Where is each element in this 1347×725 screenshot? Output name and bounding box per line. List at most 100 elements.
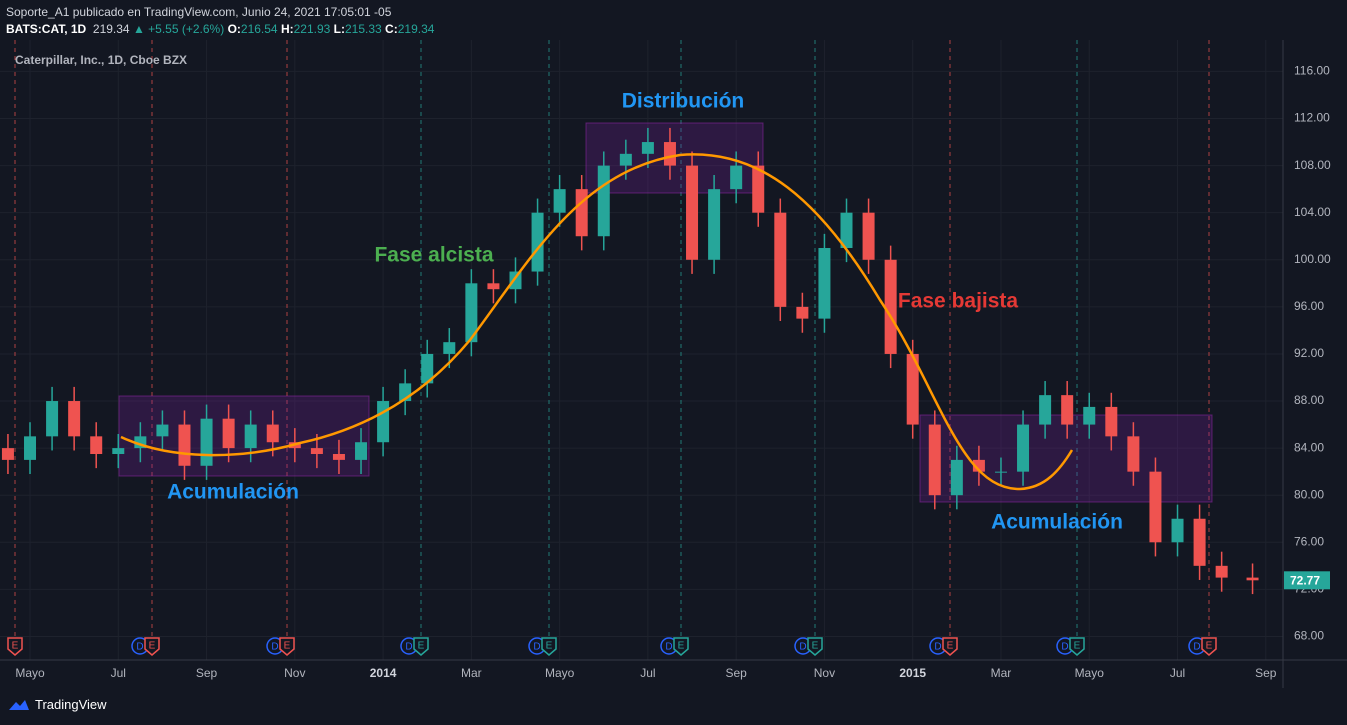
- o-label: O:: [227, 22, 241, 36]
- y-tick-label: 92.00: [1294, 346, 1324, 360]
- earnings-icon: [279, 637, 295, 656]
- earnings-icon: [1069, 637, 1085, 656]
- y-tick-label: 80.00: [1294, 487, 1324, 501]
- earnings-letter: E: [1074, 641, 1081, 652]
- annotation: Fase bajista: [898, 290, 1019, 313]
- annotation: Acumulación: [167, 481, 299, 504]
- earnings-icon: [7, 637, 23, 656]
- candle-body: [994, 471, 1007, 473]
- trend-curve: [120, 153, 1074, 491]
- x-tick-label: Mar: [991, 666, 1012, 680]
- candle-body: [1193, 518, 1206, 566]
- y-tick-label: 88.00: [1294, 393, 1324, 407]
- y-tick-label: 108.00: [1294, 158, 1331, 172]
- plot-bg: [0, 40, 1283, 660]
- x-tick-label: Mayo: [15, 666, 45, 680]
- candle-body: [752, 165, 765, 213]
- candle-body: [509, 271, 522, 290]
- candle-body: [443, 342, 456, 354]
- candle-body: [1061, 395, 1074, 425]
- dividend-letter: D: [533, 642, 540, 653]
- dividend-letter: D: [1061, 642, 1068, 653]
- last-price-tag: [1284, 571, 1330, 590]
- earnings-letter: E: [1206, 641, 1213, 652]
- y-tick-label: 100.00: [1294, 252, 1331, 266]
- annotation: Fase alcista: [374, 244, 493, 267]
- quote-line: BATS:CAT, 1D 219.34 ▲ +5.55 (+2.6%) O:21…: [6, 21, 434, 38]
- candle-body: [531, 212, 544, 272]
- last-price-label: 72.77: [1290, 573, 1320, 587]
- y-tick-label: 104.00: [1294, 205, 1331, 219]
- candle-body: [774, 212, 787, 307]
- candle-body: [708, 189, 721, 260]
- earnings-letter: E: [149, 641, 156, 652]
- dividend-letter: D: [405, 642, 412, 653]
- candle-body: [730, 165, 743, 190]
- candle-body: [134, 436, 147, 449]
- candle-body: [1039, 395, 1052, 425]
- candle-body: [575, 189, 588, 237]
- brand: TradingView: [35, 697, 107, 712]
- earnings-icon: [673, 637, 689, 656]
- x-tick-label: Sep: [725, 666, 747, 680]
- y-tick-label: 116.00: [1294, 64, 1330, 78]
- y-tick-label: 96.00: [1294, 299, 1324, 313]
- candle-body: [840, 212, 853, 248]
- candle-body: [1171, 518, 1184, 543]
- candle-body: [862, 212, 875, 260]
- c-value: 219.34: [397, 22, 435, 36]
- y-tick-label: 76.00: [1294, 534, 1324, 548]
- candle-body: [355, 442, 368, 460]
- x-tick-label: Sep: [196, 666, 218, 680]
- candle-body: [972, 459, 985, 472]
- candle-body: [244, 424, 257, 449]
- y-tick-label: 68.00: [1294, 629, 1324, 643]
- candle-body: [112, 448, 125, 454]
- candle-body: [487, 283, 500, 290]
- x-tick-label: Jul: [1170, 666, 1185, 680]
- candle-body: [950, 459, 963, 496]
- o-value: 216.54: [240, 22, 278, 36]
- candle-body: [222, 418, 235, 449]
- change: ▲ +5.55 (+2.6%): [132, 22, 225, 36]
- candle-body: [90, 436, 103, 454]
- candle-body: [310, 448, 323, 454]
- earnings-letter: E: [418, 641, 425, 652]
- earnings-letter: E: [947, 641, 954, 652]
- dividend-letter: D: [136, 642, 143, 653]
- candle-body: [1149, 471, 1162, 543]
- y-tick-label: 112.00: [1294, 111, 1330, 125]
- earnings-icon: [144, 637, 160, 656]
- candle-body: [1246, 577, 1259, 581]
- candle-body: [1, 448, 14, 460]
- c-label: C:: [385, 22, 398, 36]
- header: Soporte_A1 publicado en TradingView.com,…: [6, 4, 434, 38]
- x-tick-label: Mayo: [545, 666, 575, 680]
- earnings-icon: [413, 637, 429, 656]
- candle-body: [68, 401, 81, 437]
- candle-body: [377, 401, 390, 443]
- x-tick-label: Nov: [814, 666, 835, 680]
- x-tick-label: Jul: [111, 666, 126, 680]
- candle-body: [818, 248, 831, 319]
- x-tick-label: 2015: [899, 666, 926, 680]
- candle-body: [597, 165, 610, 237]
- candle-body: [465, 283, 478, 343]
- h-label: H:: [280, 22, 294, 36]
- chart-title: Caterpillar, Inc., 1D, Cboe BZX: [15, 53, 187, 67]
- candle-body: [796, 306, 809, 319]
- earnings-icon: [942, 637, 958, 656]
- dividend-letter: D: [665, 642, 672, 653]
- candle-body: [200, 418, 213, 466]
- h-value: 221.93: [293, 22, 331, 36]
- x-tick-label: Mayo: [1075, 666, 1105, 680]
- earnings-icon: [541, 637, 557, 656]
- candle-body: [686, 165, 699, 260]
- earnings-letter: E: [678, 641, 685, 652]
- candle-body: [619, 153, 632, 166]
- footer: TradingView: [8, 697, 107, 712]
- candle-body: [1083, 406, 1096, 425]
- candle-body: [266, 424, 279, 443]
- earnings-letter: E: [12, 641, 19, 652]
